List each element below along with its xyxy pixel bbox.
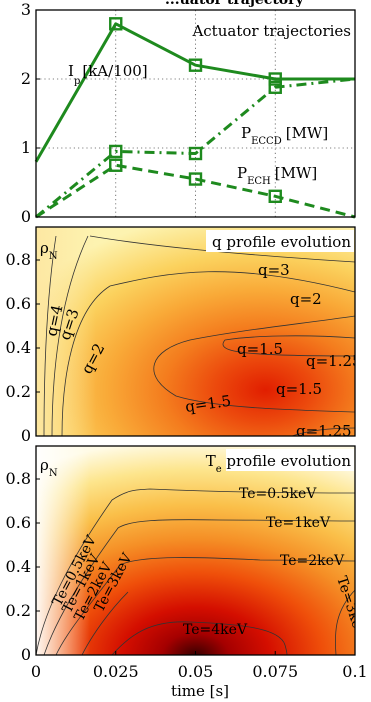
- te-rho-label: ρN: [40, 456, 58, 479]
- te-label-0.5-top: Te=0.5keV: [239, 486, 317, 502]
- heat-ytick-label: 0: [21, 426, 31, 445]
- q-y-ticks: 0 0.2 0.4 0.6 0.8: [6, 250, 40, 445]
- q-rho-label: ρN: [40, 239, 58, 262]
- q-contour-2-left: [61, 285, 111, 436]
- ip-series-label: Ip[kA/100]: [68, 62, 148, 87]
- q-frame: [35, 226, 356, 437]
- heat-ytick-label: 0.2: [6, 601, 31, 620]
- xtick-label: 0.075: [252, 662, 298, 681]
- heat-ytick-label: 0.8: [6, 250, 31, 269]
- q-contour-3-top: [89, 235, 355, 263]
- te-label-2-top: Te=2keV: [280, 553, 345, 569]
- xtick-label: 0.1: [342, 662, 367, 681]
- series-marker-0-2: [188, 58, 203, 72]
- q-contour-1.5: [153, 315, 355, 413]
- heat-ytick-label: 0.4: [6, 338, 31, 357]
- series-marker-2-3: [268, 189, 282, 204]
- q-contour-4: [43, 235, 57, 436]
- xtick-label: 0: [31, 662, 41, 681]
- q-contours: [43, 235, 355, 436]
- q-title-background: [206, 230, 354, 252]
- te-contour-3-left: [81, 591, 129, 655]
- actuator-markers-group: [109, 17, 282, 204]
- te-y-ticks: 0 0.2 0.4 0.6 0.8: [6, 469, 40, 664]
- series-line-1: [35, 77, 356, 219]
- peccd-series-label: PECCD [MW]: [241, 124, 328, 147]
- actuator-series-group: [34, 22, 356, 219]
- actuator-grid: [36, 10, 355, 217]
- q-heatmap-left-fade: [36, 227, 96, 436]
- heat-ytick-label: 0.2: [6, 382, 31, 401]
- q-label-q3-top: q=3: [258, 261, 290, 279]
- q-label-q1.25: q=1.25: [306, 352, 362, 370]
- q-label-q1.5-mid: q=1.5: [276, 380, 322, 398]
- q-panel-title: q profile evolution: [212, 233, 351, 251]
- te-contour-4: [111, 621, 288, 655]
- te-contour-3-right: [335, 589, 355, 655]
- x-axis-label: time [s]: [171, 682, 229, 700]
- q-profile-panel: q=4 q=3 q=2 q=3 q=2 q=1.5 q=1.25 q=1.5 q…: [6, 226, 362, 445]
- heat-ytick-label: 0: [21, 645, 31, 664]
- actuator-ytick-label: 3: [21, 0, 31, 19]
- q-contour-1.25: [222, 335, 355, 357]
- actuator-ytick-label: 1: [21, 138, 31, 157]
- actuator-title: Actuator trajectories: [191, 22, 351, 40]
- te-label-4: Te=4keV: [183, 622, 248, 638]
- te-title-background: [226, 449, 354, 471]
- heat-ytick-label: 0.8: [6, 469, 31, 488]
- heat-ytick-label: 0.6: [6, 294, 31, 313]
- q-label-q1.5: q=1.5: [237, 340, 283, 358]
- q-contour-3-left: [51, 235, 89, 436]
- te-x-ticks: 0 0.025 0.05 0.075 0.1: [31, 651, 368, 681]
- q-contour-1.25-bottom: [291, 427, 355, 436]
- series-marker-2-2: [188, 172, 203, 186]
- te-contours: [36, 488, 355, 655]
- series-line-0: [34, 22, 355, 163]
- q-label-q2-top: q=2: [290, 290, 322, 308]
- te-panel-title: Te profile evolution: [206, 452, 352, 475]
- series-marker-0-3: [268, 72, 282, 86]
- q-label-q1.25-bottom: q=1.25: [296, 422, 352, 440]
- te-heatmap-left-fade: [36, 446, 156, 655]
- actuator-ytick-label: 0: [21, 207, 31, 226]
- series-line-2: [35, 163, 356, 219]
- series-marker-1-2: [188, 146, 203, 161]
- xtick-label: 0.05: [178, 662, 214, 681]
- series-marker-0-1: [109, 17, 123, 31]
- q-contour-2-top: [109, 271, 355, 293]
- heat-ytick-label: 0.4: [6, 557, 31, 576]
- heat-ytick-label: 0.6: [6, 513, 31, 532]
- xtick-label: 0.025: [93, 662, 139, 681]
- pech-series-label: PECH [MW]: [237, 164, 317, 187]
- te-contour-2: [55, 557, 355, 655]
- te-frame: [35, 445, 356, 656]
- series-marker-2-1: [109, 158, 123, 172]
- te-profile-panel: Te=0.5keV Te=1keV Te=2keV Te=4keV Te=0.5…: [6, 445, 368, 700]
- figure-title-fragment: ...uator trajectory: [165, 0, 304, 8]
- te-contour-0.5: [36, 488, 355, 655]
- series-marker-1-3: [268, 80, 282, 94]
- actuator-panel: 0 1 2 3 Actuator trajectories Ip[kA/100] PE…: [21, 0, 356, 226]
- actuator-ytick-label: 2: [21, 69, 31, 88]
- te-contour-1: [43, 519, 355, 655]
- te-label-1-top: Te=1keV: [266, 515, 331, 531]
- series-marker-1-1: [109, 144, 123, 159]
- actuator-frame: [35, 9, 356, 218]
